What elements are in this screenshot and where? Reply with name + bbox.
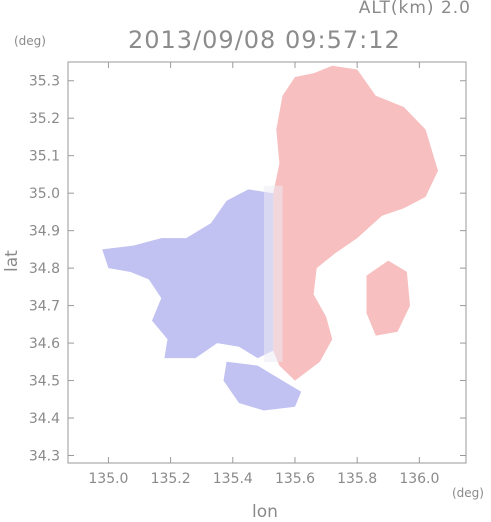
- y-tick-label: 34.7: [29, 299, 60, 315]
- x-tick-label: 135.6: [275, 471, 315, 487]
- velocity-region-1: [102, 189, 274, 359]
- y-tick-label: 34.8: [29, 261, 60, 277]
- y-axis-ticks: 34.3 34.4 34.5 34.6 34.7 34.8 34.9 35.0 35.1 35.2…: [29, 74, 466, 465]
- y-tick-label: 34.5: [29, 374, 60, 390]
- y-tick-label: 34.6: [29, 336, 60, 352]
- x-tick-label: 135.2: [151, 471, 191, 487]
- y-tick-label: 35.0: [29, 186, 60, 202]
- altitude-label: ALT(km) 2.0: [358, 0, 471, 18]
- x-axis-ticks: 135.0 135.2 135.4 135.6 135.8 136.0: [88, 62, 439, 487]
- x-tick-label: 136.0: [399, 471, 439, 487]
- zero-velocity-seam: [263, 185, 283, 362]
- x-tick-label: 135.0: [88, 471, 128, 487]
- plot-frame: [67, 61, 467, 464]
- velocity-region-3: [273, 65, 438, 381]
- velocity-region-2: [223, 361, 302, 411]
- velocity-region-4: [366, 260, 410, 336]
- x-tick-label: 135.8: [337, 471, 377, 487]
- y-tick-label: 34.3: [29, 449, 60, 465]
- x-axis-unit: (deg): [452, 486, 484, 500]
- y-tick-label: 35.3: [29, 74, 60, 90]
- chart-timestamp-title: 2013/09/08 09:57:12: [128, 26, 401, 54]
- y-tick-label: 34.4: [29, 411, 60, 427]
- velocity-field: [102, 65, 438, 411]
- y-tick-label: 34.9: [29, 224, 60, 240]
- y-tick-label: 35.2: [29, 111, 60, 127]
- y-tick-label: 35.1: [29, 149, 60, 165]
- x-tick-label: 135.4: [213, 471, 253, 487]
- y-axis-unit: (deg): [14, 34, 46, 48]
- x-axis-label: lon: [252, 502, 278, 522]
